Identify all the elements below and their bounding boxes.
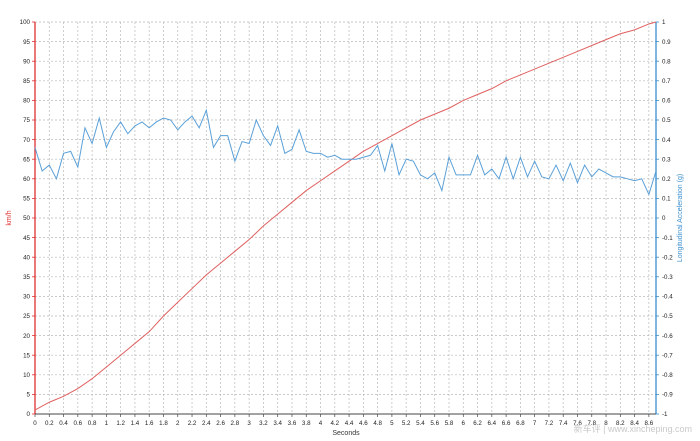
x-tick-label: 3.4	[273, 420, 282, 427]
y-left-tick-label: 85	[23, 78, 30, 85]
x-tick-label: 8.4	[630, 420, 639, 427]
y-left-tick-label: 60	[23, 176, 30, 183]
x-tick-label: 5.8	[445, 420, 454, 427]
x-tick-label: 7.8	[587, 420, 596, 427]
y-right-tick-label: 0.2	[662, 176, 671, 183]
y-right-tick-label: 1	[662, 19, 666, 26]
x-tick-label: 1	[105, 420, 109, 427]
x-tick-label: 0.6	[74, 420, 83, 427]
series-group	[34, 21, 657, 411]
x-tick-label: 3.2	[259, 420, 268, 427]
x-tick-label: 5.4	[416, 420, 425, 427]
x-tick-label: 2.6	[216, 420, 225, 427]
axes	[32, 21, 659, 417]
y-right-tick-label: -0.3	[662, 274, 673, 281]
y-left-tick-label: 15	[23, 352, 30, 359]
x-tick-label: 4.2	[330, 420, 339, 427]
y-right-tick-label: -0.7	[662, 352, 673, 359]
y-right-tick-label: -0.4	[662, 294, 673, 301]
x-tick-label: 0.8	[88, 420, 97, 427]
x-tick-label: 4.4	[345, 420, 354, 427]
x-tick-label: 4.6	[359, 420, 368, 427]
x-tick-label: 2.4	[202, 420, 211, 427]
y-left-tick-label: 10	[23, 372, 30, 379]
x-tick-label: 3.6	[288, 420, 297, 427]
y-left-tick-label: 90	[23, 58, 30, 65]
x-tick-label: 7.2	[545, 420, 554, 427]
x-tick-label: 3	[247, 420, 251, 427]
y-right-tick-label: -0.8	[662, 372, 673, 379]
y-right-tick-label: -1	[662, 411, 668, 418]
x-tick-label: 0	[33, 420, 37, 427]
x-tick-label: 2.8	[231, 420, 240, 427]
y-left-tick-label: 70	[23, 137, 30, 144]
y-right-tick-label: 0	[662, 215, 666, 222]
y-right-tick-label: 0.1	[662, 196, 671, 203]
x-tick-label: 2	[176, 420, 180, 427]
x-tick-label: 5.2	[402, 420, 411, 427]
watermark: 新车评 | www.xincheping.com	[573, 424, 692, 434]
x-tick-label: 0.4	[59, 420, 68, 427]
x-tick-label: 5.6	[430, 420, 439, 427]
y-left-tick-label: 80	[23, 98, 30, 105]
x-tick-label: 3.8	[302, 420, 311, 427]
y-left-axis-title: km/h	[6, 210, 13, 225]
x-tick-label: 1.8	[159, 420, 168, 427]
x-axis-title: Seconds	[332, 430, 360, 437]
y-left-tick-label: 0	[27, 411, 31, 418]
y-left-tick-label: 95	[23, 39, 30, 46]
y-right-tick-label: 0.3	[662, 156, 671, 163]
y-left-tick-label: 20	[23, 333, 30, 340]
x-tick-label: 8.2	[616, 420, 625, 427]
x-tick-label: 6.6	[502, 420, 511, 427]
y-right-tick-label: -0.5	[662, 313, 673, 320]
x-tick-label: 1.4	[131, 420, 140, 427]
y-right-tick-label: -0.1	[662, 235, 673, 242]
x-tick-label: 7	[533, 420, 537, 427]
y-left-tick-label: 75	[23, 117, 30, 124]
x-tick-label: 1.6	[145, 420, 154, 427]
x-tick-label: 0.2	[45, 420, 54, 427]
y-left-tick-label: 40	[23, 254, 30, 261]
y-left-tick-label: 50	[23, 215, 30, 222]
y-left-tick-label: 30	[23, 294, 30, 301]
y-left-tick-label: 25	[23, 313, 30, 320]
y-right-tick-label: -0.2	[662, 254, 673, 261]
x-tick-label: 4	[319, 420, 323, 427]
tick-labels: 0 0.2 0.4 0.6 0.8 1 1.2 1.4 1.6 1.8 2 2.2 2.4 2.6 2.8 3…	[20, 19, 674, 427]
acceleration-series-line	[34, 108, 657, 196]
x-tick-label: 6.8	[516, 420, 525, 427]
y-right-tick-label: 0.7	[662, 78, 671, 85]
y-left-tick-label: 45	[23, 235, 30, 242]
x-tick-label: 5	[390, 420, 394, 427]
y-right-tick-label: 0.5	[662, 117, 671, 124]
x-tick-label: 6.2	[473, 420, 482, 427]
x-tick-label: 8.6	[645, 420, 654, 427]
y-left-tick-label: 100	[20, 19, 31, 26]
x-tick-label: 6.4	[488, 420, 497, 427]
y-left-tick-label: 35	[23, 274, 30, 281]
y-right-tick-label: -0.6	[662, 333, 673, 340]
x-tick-label: 7.6	[573, 420, 582, 427]
y-right-tick-label: -0.9	[662, 392, 673, 399]
x-tick-label: 8	[604, 420, 608, 427]
x-tick-label: 4.8	[373, 420, 382, 427]
speed-series-line	[34, 21, 657, 411]
x-tick-label: 2.2	[188, 420, 197, 427]
y-right-axis-title: Longitudinal Acceleration (g)	[677, 174, 684, 262]
x-tick-label: 7.4	[559, 420, 568, 427]
grid	[35, 21, 656, 414]
y-left-tick-label: 65	[23, 156, 30, 163]
y-left-tick-label: 55	[23, 196, 30, 203]
x-tick-label: 1.2	[116, 420, 125, 427]
y-right-tick-label: 0.4	[662, 137, 671, 144]
y-right-tick-label: 0.8	[662, 58, 671, 65]
y-right-tick-label: 0.6	[662, 98, 671, 105]
y-left-tick-label: 5	[27, 392, 31, 399]
y-right-tick-label: 0.9	[662, 39, 671, 46]
x-tick-label: 6	[462, 420, 466, 427]
